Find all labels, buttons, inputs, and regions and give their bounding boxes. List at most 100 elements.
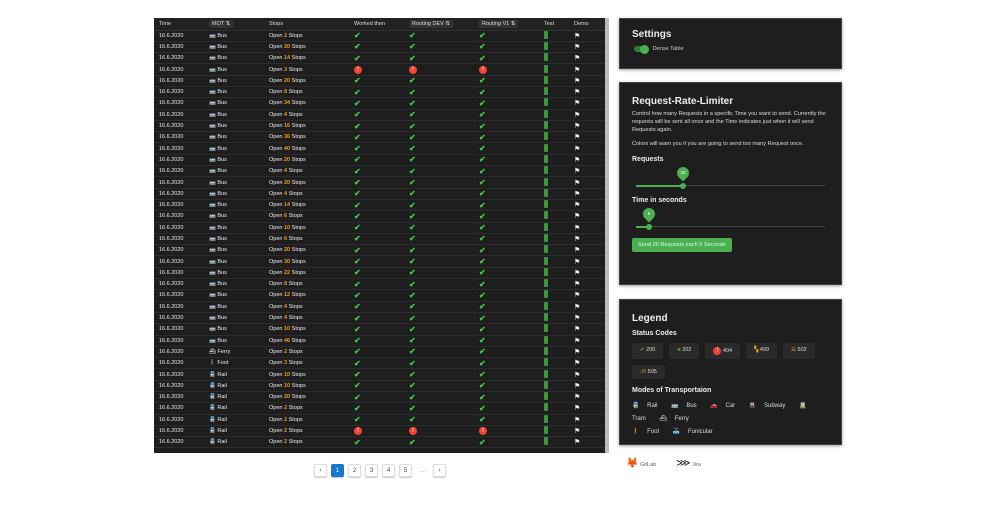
requests-slider-thumb[interactable] [680,182,687,189]
send-requests-button[interactable]: Send 25 Requests each 5 Seconds [632,238,732,252]
test-cell[interactable] [539,176,569,189]
stops-cell[interactable]: Open 6 Stops [264,210,349,223]
demo-cell[interactable]: ⚑ [569,233,605,246]
stops-cell[interactable]: Open 16 Stops [264,120,349,133]
test-cell[interactable] [539,346,569,359]
demo-cell[interactable]: ⚑ [569,323,605,336]
jira-link[interactable]: ⋙ Jira [676,458,701,469]
table-row[interactable]: 16.6.2020 🚌 Bus Open 6 Stops ✔ ✔ ✔ ⚑ [154,233,605,246]
table-row[interactable]: 16.6.2020 🚌 Bus Open 6 Stops ✔ ✔ ✔ ⚑ [154,210,605,223]
test-cell[interactable] [539,436,569,449]
page-2-button[interactable]: 2 [348,464,361,477]
table-row[interactable]: 16.6.2020 🚌 Bus Open 12 Stops ✔ ✔ ✔ ⚑ [154,289,605,302]
time-slider-thumb[interactable] [646,223,653,230]
table-row[interactable]: 16.6.2020 🚌 Bus Open 34 Stops ✔ ✔ ✔ ⚑ [154,97,605,110]
demo-cell[interactable]: ⚑ [569,142,605,155]
test-cell[interactable] [539,233,569,246]
page-1-button[interactable]: 1 [331,464,344,477]
stops-cell[interactable]: Open 3 Stops [264,63,349,76]
demo-cell[interactable]: ⚑ [569,380,605,393]
stops-cell[interactable]: Open 3 Stops [264,357,349,370]
table-row[interactable]: 16.6.2020 🚌 Bus Open 22 Stops ✔ ✔ ✔ ⚑ [154,267,605,280]
test-cell[interactable] [539,120,569,133]
table-row[interactable]: 16.6.2020 🚆 Rail Open 2 Stops ✔ ✔ ✔ ⚑ [154,402,605,415]
test-cell[interactable] [539,131,569,144]
demo-cell[interactable]: ⚑ [569,414,605,426]
demo-cell[interactable]: ⚑ [569,210,605,223]
stops-cell[interactable]: Open 4 Stops [264,301,349,313]
stops-cell[interactable]: Open 10 Stops [264,380,349,393]
test-cell[interactable] [539,414,569,426]
test-cell[interactable] [539,425,569,438]
table-row[interactable]: 16.6.2020 🚌 Bus Open 20 Stops ✔ ✔ ✔ ⚑ [154,154,605,167]
demo-cell[interactable]: ⚑ [569,436,605,449]
table-row[interactable]: 16.6.2020 🚌 Bus Open 3 Stops ! ! ! ⚑ [154,63,605,76]
test-cell[interactable] [539,278,569,291]
test-cell[interactable] [539,52,569,65]
table-row[interactable]: 16.6.2020 🚌 Bus Open 20 Stops ✔ ✔ ✔ ⚑ [154,244,605,257]
table-row[interactable]: 16.6.2020 🚌 Bus Open 46 Stops ✔ ✔ ✔ ⚑ [154,335,605,347]
test-cell[interactable] [539,210,569,223]
demo-cell[interactable]: ⚑ [569,109,605,121]
demo-cell[interactable]: ⚑ [569,335,605,347]
stops-cell[interactable]: Open 2 Stops [264,346,349,359]
demo-cell[interactable]: ⚑ [569,52,605,65]
table-row[interactable]: 16.6.2020 🚌 Bus Open 20 Stops ✔ ✔ ✔ ⚑ [154,41,605,54]
demo-cell[interactable]: ⚑ [569,391,605,404]
stops-cell[interactable]: Open 40 Stops [264,142,349,155]
demo-cell[interactable]: ⚑ [569,267,605,280]
table-row[interactable]: 16.6.2020 🚌 Bus Open 10 Stops ✔ ✔ ✔ ⚑ [154,323,605,336]
requests-slider[interactable]: 25 [636,164,825,189]
col-mot[interactable]: MOT ⇅ [204,18,264,31]
test-cell[interactable] [539,86,569,99]
stops-cell[interactable]: Open 14 Stops [264,52,349,65]
demo-cell[interactable]: ⚑ [569,368,605,381]
page-5-button[interactable]: 5 [399,464,412,477]
stops-cell[interactable]: Open 36 Stops [264,131,349,144]
table-row[interactable]: 16.6.2020 🚆 Rail Open 10 Stops ✔ ✔ ✔ ⚑ [154,380,605,393]
stops-cell[interactable]: Open 22 Stops [264,267,349,280]
col-routing-v1[interactable]: Routing V1 ⇅ [474,18,539,31]
stops-cell[interactable]: Open 10 Stops [264,222,349,234]
stops-cell[interactable]: Open 20 Stops [264,244,349,257]
stops-cell[interactable]: Open 4 Stops [264,165,349,178]
stops-cell[interactable]: Open 46 Stops [264,335,349,347]
demo-cell[interactable]: ⚑ [569,86,605,99]
table-row[interactable]: 16.6.2020 🚶 Foot Open 3 Stops ✔ ✔ ✔ ⚑ [154,357,605,370]
gitlab-link[interactable]: 🦊 GitLab [626,458,657,469]
col-test[interactable]: Test [539,18,569,31]
stops-cell[interactable]: Open 2 Stops [264,402,349,415]
stops-cell[interactable]: Open 4 Stops [264,109,349,121]
demo-cell[interactable]: ⚑ [569,154,605,167]
demo-cell[interactable]: ⚑ [569,255,605,268]
demo-cell[interactable]: ⚑ [569,289,605,302]
test-cell[interactable] [539,267,569,280]
test-cell[interactable] [539,391,569,404]
test-cell[interactable] [539,312,569,325]
stops-cell[interactable]: Open 20 Stops [264,391,349,404]
table-row[interactable]: 16.6.2020 🚌 Bus Open 14 Stops ✔ ✔ ✔ ⚑ [154,52,605,65]
table-row[interactable]: 16.6.2020 🚌 Bus Open 8 Stops ✔ ✔ ✔ ⚑ [154,86,605,99]
stops-cell[interactable]: Open 12 Stops [264,289,349,302]
demo-cell[interactable]: ⚑ [569,199,605,212]
stops-cell[interactable]: Open 20 Stops [264,41,349,54]
demo-cell[interactable]: ⚑ [569,312,605,325]
test-cell[interactable] [539,41,569,54]
col-worked[interactable]: Worked then [349,18,404,31]
test-cell[interactable] [539,97,569,110]
demo-cell[interactable]: ⚑ [569,63,605,76]
demo-cell[interactable]: ⚑ [569,176,605,189]
stops-cell[interactable]: Open 2 Stops [264,425,349,438]
demo-cell[interactable]: ⚑ [569,357,605,370]
test-cell[interactable] [539,109,569,121]
test-cell[interactable] [539,199,569,212]
test-cell[interactable] [539,323,569,336]
test-cell[interactable] [539,30,569,42]
test-cell[interactable] [539,222,569,234]
test-cell[interactable] [539,188,569,200]
test-cell[interactable] [539,357,569,370]
stops-cell[interactable]: Open 30 Stops [264,255,349,268]
table-row[interactable]: 16.6.2020 🚌 Bus Open 20 Stops ✔ ✔ ✔ ⚑ [154,75,605,87]
demo-cell[interactable]: ⚑ [569,120,605,133]
table-row[interactable]: 16.6.2020 🚌 Bus Open 8 Stops ✔ ✔ ✔ ⚑ [154,278,605,291]
